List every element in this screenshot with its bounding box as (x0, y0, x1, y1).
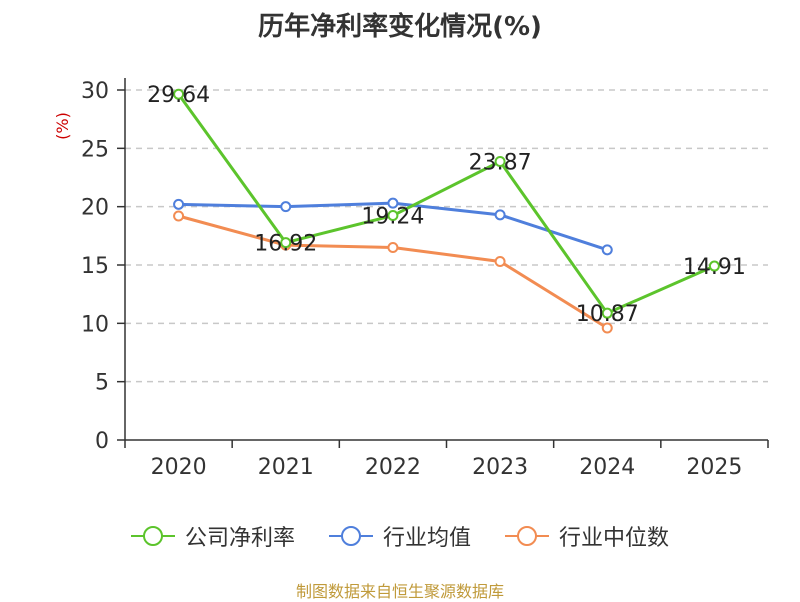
data-point-2[interactable] (494, 256, 506, 267)
data-point-2[interactable] (601, 322, 613, 334)
legend-label-company: 公司净利率 (184, 526, 295, 551)
y-tick-label: 20 (81, 196, 109, 221)
data-point-0[interactable] (601, 307, 613, 319)
series-line-2 (178, 214, 609, 330)
data-label: 29.64 (147, 83, 210, 108)
data-point-0[interactable] (708, 260, 720, 272)
data-label: 16.92 (254, 232, 317, 257)
y-tick-label: 5 (95, 371, 109, 396)
data-point-0[interactable] (387, 210, 399, 222)
x-tick-label: 2020 (151, 455, 207, 480)
data-point-0[interactable] (494, 156, 506, 168)
x-tick-label: 2022 (365, 455, 421, 480)
y-tick-label: 25 (81, 137, 109, 162)
data-point-0[interactable] (280, 237, 292, 249)
source-note: 制图数据来自恒生聚源数据库 (295, 582, 504, 601)
y-tick-label: 30 (81, 79, 109, 104)
legend-swatch-industry-avg (328, 526, 373, 546)
data-point-0[interactable] (173, 88, 185, 100)
data-point-1[interactable] (173, 198, 185, 210)
data-label: 14.91 (683, 255, 746, 280)
y-tick-label: 15 (81, 254, 109, 279)
data-point-1[interactable] (494, 209, 506, 221)
x-tick-label: 2023 (472, 455, 528, 480)
data-point-1[interactable] (280, 201, 292, 213)
x-tick-label: 2021 (258, 455, 314, 480)
legend-item-industry-avg[interactable]: 行业均值 (328, 520, 471, 552)
data-point-2[interactable] (387, 242, 399, 253)
data-label: 19.24 (361, 205, 424, 230)
legend-item-company[interactable]: 公司净利率 (130, 520, 295, 552)
x-tick-label: 2024 (579, 455, 635, 480)
grid-lines (125, 89, 768, 383)
data-point-2[interactable] (173, 210, 185, 222)
legend-label-industry-avg: 行业均值 (382, 526, 471, 551)
x-tick-label: 2025 (686, 455, 742, 480)
y-tick-label: 10 (81, 312, 109, 337)
legend-swatch-company (130, 526, 175, 546)
data-labels: 29.64 16.92 19.24 23.87 10.87 14.91 (147, 83, 746, 327)
data-point-1[interactable] (387, 197, 399, 209)
chart-title: 历年净利率变化情况(%) (258, 12, 542, 42)
y-axis-label: (%) (53, 112, 72, 140)
data-point-1[interactable] (601, 244, 613, 256)
legend: 公司净利率 行业均值 行业中位数 (0, 520, 800, 552)
series-lines (173, 88, 720, 334)
series-line-0 (177, 93, 716, 315)
data-label: 23.87 (469, 151, 532, 176)
y-tick-label: 0 (95, 429, 109, 454)
legend-label-industry-median: 行业中位数 (559, 526, 670, 551)
legend-item-industry-median[interactable]: 行业中位数 (505, 520, 669, 552)
data-label: 10.87 (576, 302, 639, 327)
legend-swatch-industry-median (505, 526, 549, 546)
